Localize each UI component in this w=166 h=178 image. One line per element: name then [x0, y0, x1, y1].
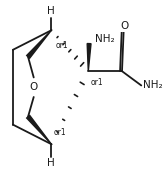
Polygon shape [27, 115, 51, 144]
Text: NH₂: NH₂ [95, 34, 114, 44]
Text: O: O [120, 21, 128, 31]
Text: or1: or1 [54, 128, 66, 137]
Text: or1: or1 [91, 78, 103, 87]
Polygon shape [27, 30, 51, 58]
Text: or1: or1 [55, 41, 68, 50]
Text: NH₂: NH₂ [143, 80, 163, 90]
Text: H: H [47, 158, 55, 168]
Text: H: H [47, 6, 55, 16]
Polygon shape [87, 44, 91, 71]
Text: O: O [30, 82, 38, 92]
